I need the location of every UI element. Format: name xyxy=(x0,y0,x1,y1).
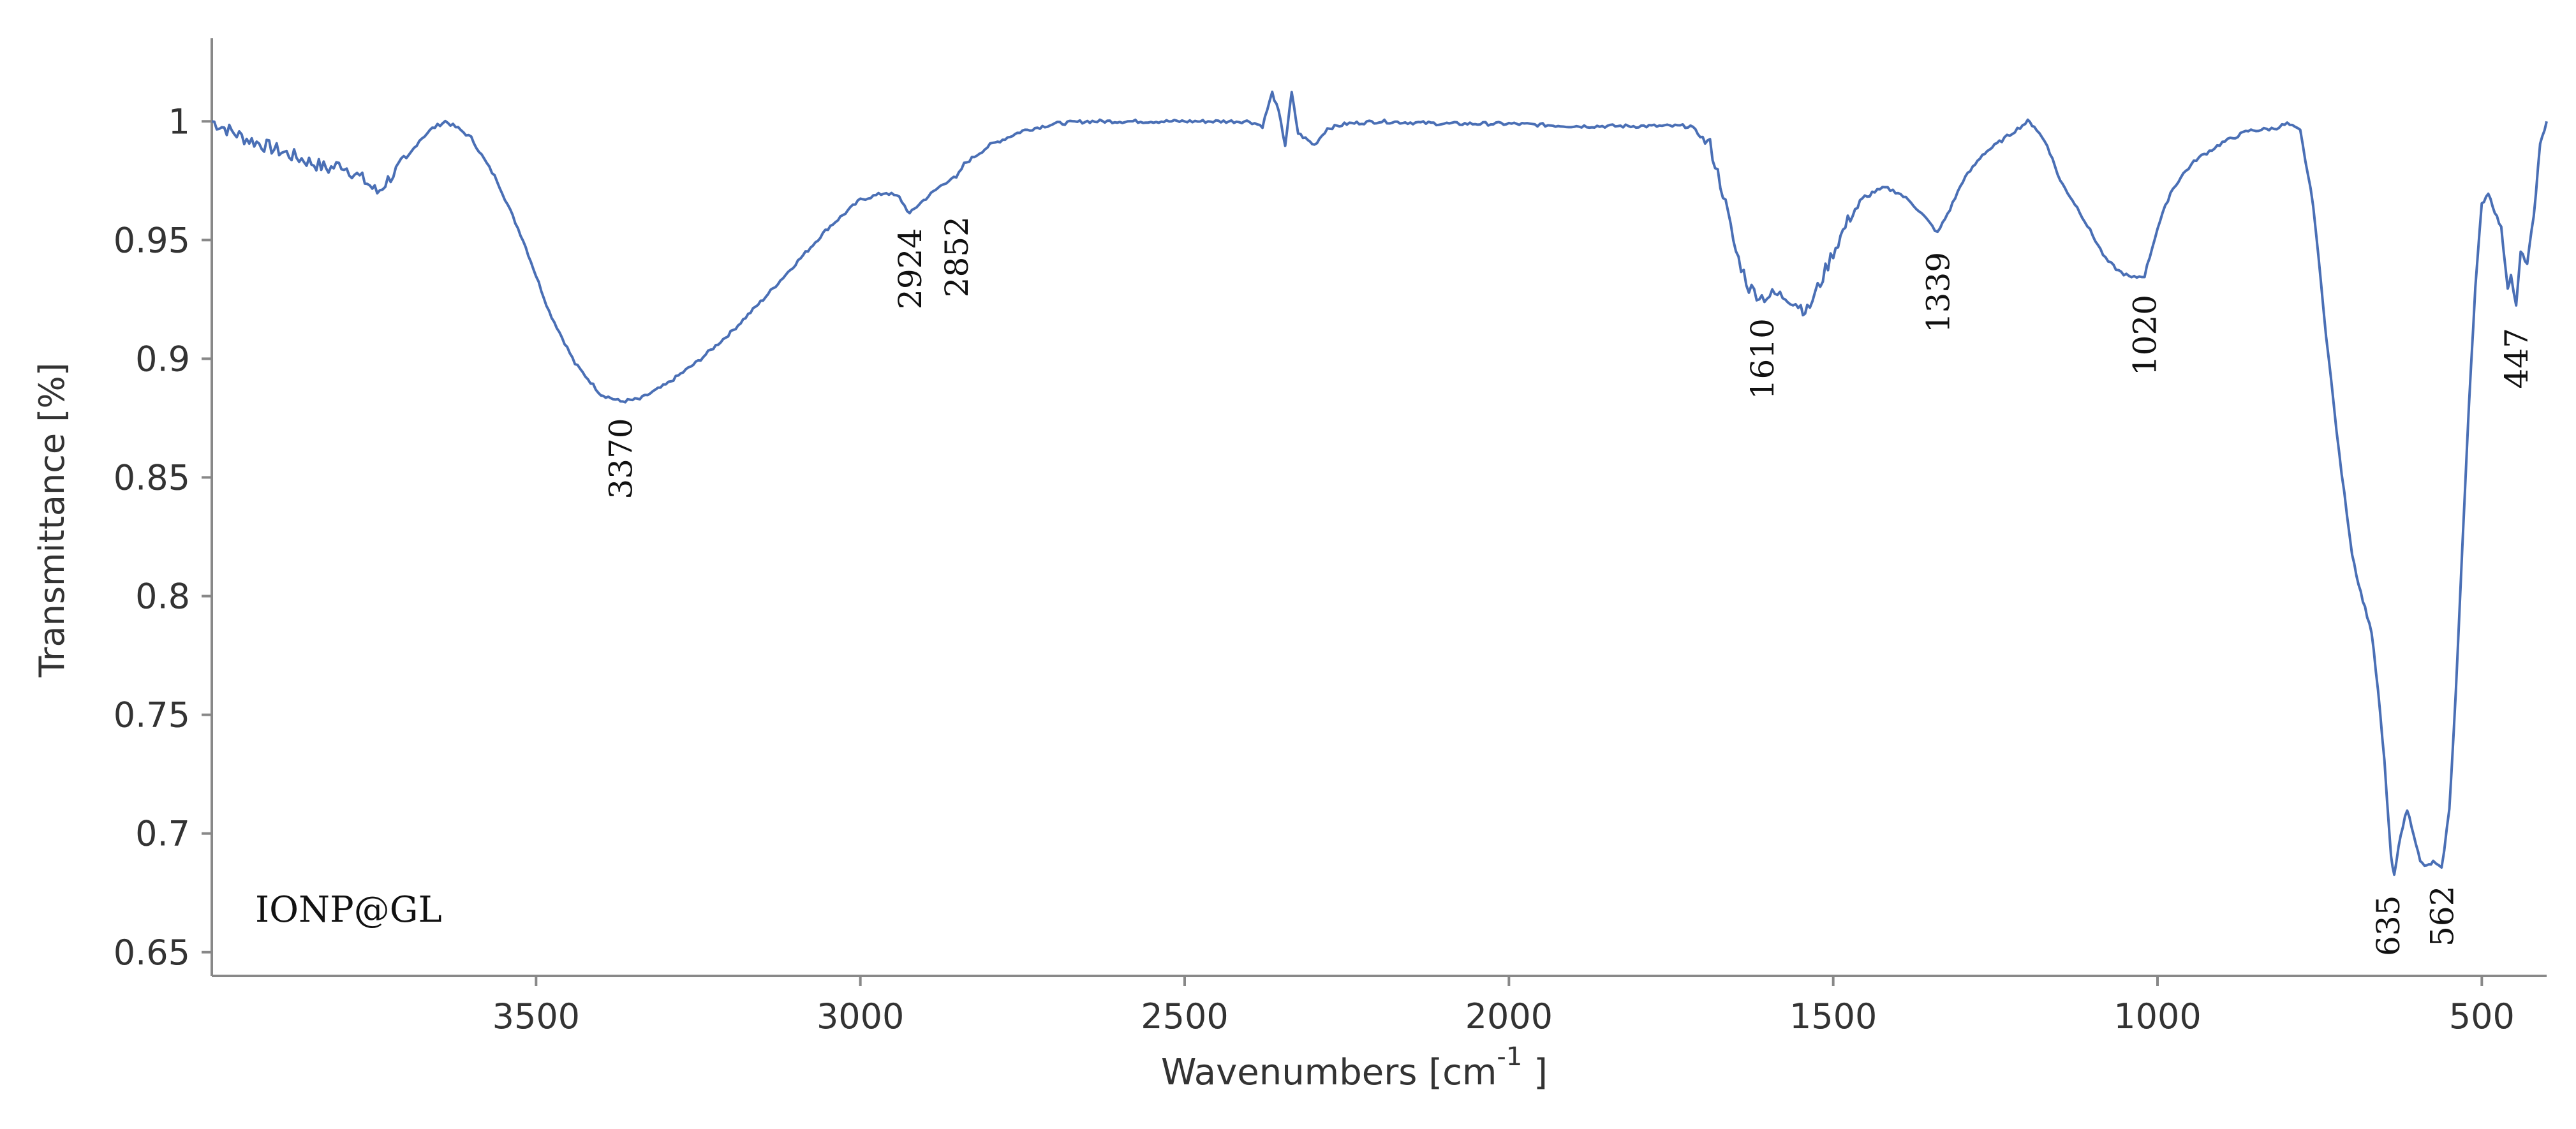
x-tick-label: 1000 xyxy=(2113,996,2201,1037)
y-ticks: 0.65 0.7 0.75 0.8 0.85 0.9 0.95 1 xyxy=(114,101,212,973)
annotation-layer: 3370 2924 2852 1610 1339 1020 635 562 447 xyxy=(603,216,2536,956)
x-tick-label: 1500 xyxy=(1789,996,1877,1037)
peak-label: 1339 xyxy=(1920,252,1957,333)
x-tick-label: 3000 xyxy=(817,996,904,1037)
y-tick-label: 1 xyxy=(168,101,190,142)
x-ticks: 3500 3000 2500 2000 1500 1000 500 xyxy=(492,976,2515,1037)
peak-label: 562 xyxy=(2424,886,2461,947)
y-tick-label: 0.65 xyxy=(114,933,190,973)
peak-label: 447 xyxy=(2498,328,2535,388)
y-tick-label: 0.8 xyxy=(135,577,190,617)
peak-label: 2924 xyxy=(892,228,929,309)
x-tick-label: 2500 xyxy=(1141,996,1228,1037)
x-axis-label: Wavenumbers [cm-1 ] xyxy=(1161,1042,1548,1093)
y-tick-label: 0.7 xyxy=(135,814,190,854)
series-line-IONP@GL xyxy=(211,91,2548,876)
y-tick-label: 0.95 xyxy=(114,220,190,260)
x-tick-label: 2000 xyxy=(1465,996,1553,1037)
y-tick-label: 0.9 xyxy=(135,339,190,379)
peak-label: 2852 xyxy=(938,216,975,297)
x-axis-label-tail: ] xyxy=(1522,1052,1548,1093)
peak-label: 1020 xyxy=(2127,295,2164,376)
x-tick-label: 500 xyxy=(2449,996,2515,1037)
peak-label: 1610 xyxy=(1744,318,1781,399)
x-axis-label-superscript: -1 xyxy=(1497,1042,1522,1072)
peak-label: 3370 xyxy=(603,418,640,499)
series-layer xyxy=(211,91,2548,876)
sample-label: IONP@GL xyxy=(255,889,442,931)
y-axis-label: Transmittance [%] xyxy=(32,362,72,678)
peak-label: 635 xyxy=(2370,896,2407,956)
y-tick-label: 0.75 xyxy=(114,695,190,735)
x-tick-label: 3500 xyxy=(492,996,580,1037)
y-tick-label: 0.85 xyxy=(114,457,190,498)
x-axis-label-main: Wavenumbers [cm xyxy=(1161,1052,1497,1093)
